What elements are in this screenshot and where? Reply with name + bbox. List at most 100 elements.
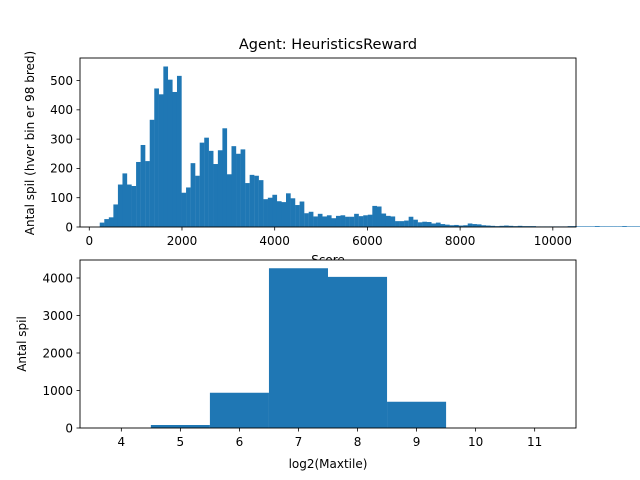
- score-histogram-bar: [249, 174, 255, 227]
- score-histogram-bar: [490, 225, 496, 227]
- score-histogram-bar: [635, 226, 640, 227]
- score-histogram-bar: [172, 91, 178, 227]
- score-histogram-bar: [217, 150, 223, 227]
- maxtile-y-ticks: 0 1000 2000 3000 4000: [42, 271, 80, 435]
- score-histogram-bar: [240, 149, 246, 227]
- score-histogram-bar: [308, 211, 314, 227]
- score-axes-frame: [79, 57, 577, 228]
- score-histogram-bar: [603, 226, 609, 227]
- score-histogram-bar: [326, 215, 332, 227]
- maxtile-x-tick-label: 8: [354, 435, 362, 449]
- maxtile-y-axis-label: Antal spil: [15, 316, 29, 372]
- maxtile-histogram-bar: [209, 392, 269, 428]
- score-histogram-bar: [626, 226, 632, 227]
- maxtile-x-tick-label: 4: [118, 435, 126, 449]
- score-histogram-bar: [413, 219, 418, 227]
- score-histogram-bar: [99, 222, 105, 227]
- score-histogram-bar: [167, 79, 173, 227]
- score-histogram-bar: [335, 215, 341, 227]
- score-x-tick-label: 4000: [259, 234, 290, 248]
- score-y-axis-label: Antal spil (hver bin er 98 bred): [23, 51, 37, 235]
- score-histogram-bar: [263, 199, 268, 227]
- score-histogram-bar: [590, 226, 596, 227]
- score-histogram-bar: [195, 175, 200, 227]
- maxtile-x-axis-label: log2(Maxtile): [289, 457, 368, 471]
- score-histogram-bar: [376, 206, 382, 227]
- score-histogram-bar: [594, 226, 600, 227]
- maxtile-histogram-bar: [328, 276, 388, 428]
- score-histogram-bar: [117, 184, 123, 227]
- score-histogram-bar: [426, 222, 432, 227]
- score-histogram-bar: [145, 161, 150, 227]
- score-histogram-bar: [499, 225, 505, 227]
- score-histogram-bar: [358, 216, 364, 227]
- score-histogram-bar: [390, 216, 396, 227]
- score-histogram-bar: [463, 225, 468, 227]
- score-histogram-bar: [108, 217, 114, 227]
- chart-title: Agent: HeuristicsReward: [239, 37, 417, 53]
- score-histogram-bar: [272, 194, 278, 227]
- score-histogram-bar: [267, 197, 273, 227]
- score-histogram-bar: [204, 137, 209, 227]
- score-histogram-bar: [345, 216, 350, 227]
- score-histogram-bar: [481, 225, 487, 227]
- score-histogram-bar: [254, 175, 259, 227]
- score-histogram-bar: [286, 193, 291, 227]
- score-histogram-bar: [295, 205, 300, 227]
- score-histogram-bar: [395, 221, 400, 227]
- maxtile-histogram-bar: [150, 425, 210, 428]
- score-histogram-bar: [304, 213, 309, 227]
- score-histogram-bar: [431, 223, 437, 227]
- score-x-tick-label: 8000: [445, 234, 476, 248]
- maxtile-x-tick-label: 5: [177, 435, 185, 449]
- maxtile-y-tick-label: 4000: [42, 271, 73, 285]
- score-histogram-bar: [299, 201, 305, 227]
- score-histogram-bar: [276, 201, 282, 227]
- score-x-tick-label: 10000: [534, 234, 572, 248]
- score-histogram-bar: [472, 224, 477, 227]
- score-histogram-bar: [331, 218, 337, 227]
- maxtile-histogram-bars: [150, 268, 447, 428]
- score-histogram-bar: [222, 128, 228, 227]
- score-histogram-bar: [404, 220, 409, 227]
- score-histogram-bar: [213, 164, 219, 227]
- score-histogram-bar: [317, 213, 323, 227]
- maxtile-y-tick-label: 2000: [42, 346, 73, 360]
- score-histogram-bar: [154, 88, 159, 228]
- score-histogram-bar: [236, 153, 241, 227]
- score-histogram-bar: [454, 224, 459, 227]
- score-y-ticks: 0 100 200 300 400 500: [50, 74, 80, 234]
- score-histogram-bar: [349, 216, 355, 227]
- score-histogram-bar: [281, 202, 287, 227]
- maxtile-x-tick-label: 10: [468, 435, 483, 449]
- score-histogram-bar: [576, 226, 582, 227]
- maxtile-axes-frame: [79, 259, 577, 429]
- score-histogram-bar: [445, 224, 450, 227]
- score-histogram-bar: [158, 94, 164, 227]
- score-x-tick-label: 0: [85, 234, 93, 248]
- score-histogram-bar: [408, 216, 414, 227]
- score-histogram-bar: [508, 225, 514, 227]
- score-histogram-bar: [122, 173, 128, 227]
- score-histogram-bar: [517, 225, 523, 227]
- score-histogram-bar: [613, 226, 618, 227]
- score-histogram-bar: [504, 225, 509, 227]
- score-histogram-bar: [131, 185, 137, 227]
- maxtile-histogram-bar: [387, 401, 447, 428]
- maxtile-x-ticks: 4 5 6 7 8 9 10 11: [118, 428, 542, 449]
- score-histogram-bar: [322, 216, 328, 227]
- score-histogram-bar: [485, 225, 491, 227]
- score-histogram-bar: [440, 224, 446, 227]
- score-histogram-bar: [163, 66, 169, 228]
- score-y-tick-label: 400: [50, 103, 73, 117]
- score-histogram-bar: [190, 163, 196, 227]
- score-histogram-bar: [176, 75, 182, 228]
- score-histogram-bar: [149, 119, 155, 227]
- score-histogram-bar: [226, 174, 232, 227]
- score-x-ticks: 0 2000 4000 6000 8000 10000: [85, 227, 572, 248]
- score-histogram-bar: [385, 215, 391, 227]
- score-histogram-bar: [181, 192, 187, 227]
- score-histogram-bar: [422, 221, 427, 227]
- score-histogram-bar: [476, 224, 482, 227]
